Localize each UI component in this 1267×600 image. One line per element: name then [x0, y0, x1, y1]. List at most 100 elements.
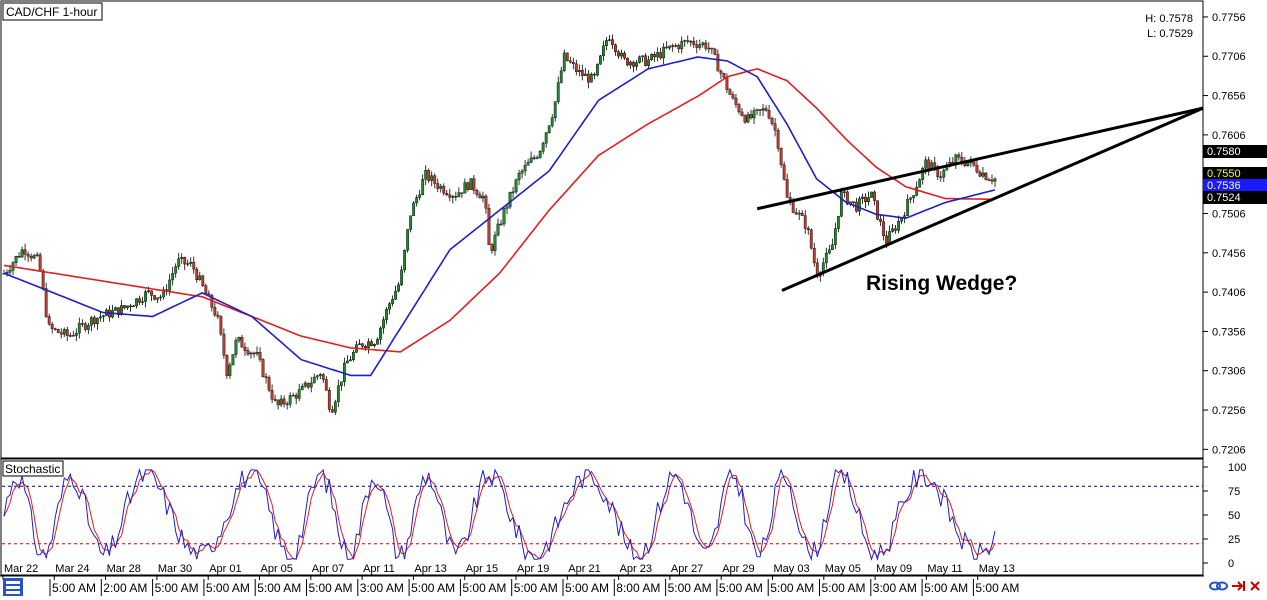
candle-body — [59, 332, 63, 335]
candle-body — [180, 256, 184, 259]
candle-body — [481, 195, 485, 199]
candle-body — [102, 315, 105, 318]
candle-body — [174, 266, 178, 274]
candle-body — [86, 325, 90, 330]
candle-body — [264, 376, 268, 378]
candle-body — [876, 200, 879, 220]
candle-body — [746, 114, 750, 123]
candle-body — [20, 249, 24, 258]
candle-body — [373, 344, 376, 346]
candle-body — [315, 375, 319, 378]
date-label: Apr 27 — [671, 563, 703, 575]
arrow-right-icon[interactable] — [1232, 581, 1245, 591]
indicator-label: Stochastic — [5, 462, 60, 476]
time-label: 8:00 AM — [616, 581, 660, 595]
candle-body — [861, 196, 864, 199]
candle-body — [201, 275, 205, 286]
candle-body — [150, 290, 153, 296]
candle-body — [478, 194, 482, 199]
ma-fast-line — [3, 56, 996, 377]
candle-body — [978, 171, 982, 177]
candle-body — [114, 307, 117, 311]
date-label: Apr 19 — [517, 563, 549, 575]
candle-body — [382, 319, 385, 329]
candle-body — [888, 231, 891, 244]
candle-body — [830, 244, 834, 250]
candle-body — [924, 159, 928, 169]
candle-body — [728, 89, 732, 95]
candle-body — [403, 249, 407, 271]
candle-body — [26, 253, 30, 257]
candle-body — [65, 329, 69, 336]
candle-body — [252, 352, 256, 355]
candle-body — [605, 40, 608, 47]
price-tick-label: 0.7606 — [1212, 130, 1246, 142]
candle-body — [385, 309, 388, 320]
candle-body — [475, 190, 479, 195]
candle-body — [348, 359, 352, 362]
candle-body — [800, 212, 804, 216]
candle-body — [276, 399, 280, 406]
candle-body — [327, 390, 331, 410]
candle-body — [839, 191, 843, 217]
candle-body — [782, 164, 786, 180]
candle-body — [677, 45, 681, 50]
candle-body — [126, 305, 129, 308]
candle-body — [629, 61, 632, 66]
candle-body — [418, 194, 422, 198]
price-tick-label: 0.7206 — [1212, 444, 1246, 456]
date-label: Mar 22 — [4, 563, 38, 575]
candle-body — [243, 346, 247, 351]
candle-body — [701, 42, 705, 45]
candle-body — [785, 179, 789, 198]
candle-body — [680, 41, 684, 50]
candle-body — [656, 52, 660, 58]
candle-body — [44, 288, 48, 317]
candle-body — [981, 172, 985, 177]
candle-body — [406, 229, 410, 251]
time-label: 5:00 AM — [462, 581, 506, 595]
candle-body — [710, 47, 714, 50]
candle-body — [412, 202, 416, 216]
price-panel[interactable] — [0, 0, 1204, 459]
candle-body — [183, 256, 187, 265]
candle-body — [472, 178, 476, 191]
candle-body — [617, 51, 620, 57]
candle-body — [586, 73, 590, 83]
candle-body — [159, 296, 163, 299]
candle-body — [674, 45, 678, 47]
candle-body — [891, 228, 894, 232]
candle-body — [758, 109, 762, 111]
candle-body — [397, 284, 400, 292]
candle-body — [707, 47, 711, 50]
candle-body — [592, 73, 596, 76]
price-tick-label: 0.7406 — [1212, 287, 1246, 299]
candle-body — [258, 352, 262, 360]
candle-body — [77, 323, 81, 334]
indicator-panel[interactable] — [0, 458, 1204, 576]
candle-body — [231, 354, 235, 366]
candle-body — [583, 73, 587, 76]
link-icon[interactable] — [1209, 581, 1228, 591]
candle-body — [312, 376, 316, 384]
candle-body — [261, 359, 265, 377]
candle-body — [436, 183, 440, 189]
candle-body — [623, 52, 626, 59]
time-label: 5:00 AM — [257, 581, 301, 595]
candle-body — [852, 201, 855, 203]
grid-menu-icon[interactable] — [3, 578, 23, 596]
candle-body — [168, 279, 172, 292]
candle-body — [153, 295, 157, 300]
candle-body — [984, 172, 988, 180]
candle-body — [336, 385, 340, 402]
candle-body — [791, 201, 795, 213]
time-axis: Mar 22 Mar 24 Mar 28 Mar 30 Apr 01 Apr 05 Apr … — [2, 563, 1019, 596]
candle-body — [824, 252, 828, 264]
candle-body — [442, 185, 446, 194]
candle-body — [249, 352, 253, 355]
indicator-label-box — [2, 460, 64, 477]
close-icon[interactable] — [1250, 581, 1260, 591]
time-label: 5:00 AM — [565, 581, 609, 595]
time-label: 5:00 AM — [411, 581, 455, 595]
